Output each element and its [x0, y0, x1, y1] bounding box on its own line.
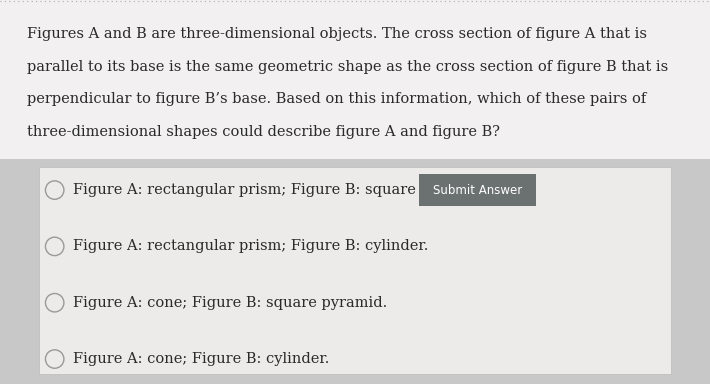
- Text: Figures A and B are three-dimensional objects. The cross section of figure A tha: Figures A and B are three-dimensional ob…: [27, 27, 647, 41]
- FancyBboxPatch shape: [419, 174, 536, 207]
- FancyBboxPatch shape: [39, 167, 671, 374]
- Text: Figure A: rectangular prism; Figure B: square pyramid.: Figure A: rectangular prism; Figure B: s…: [73, 183, 486, 197]
- Text: parallel to its base is the same geometric shape as the cross section of figure : parallel to its base is the same geometr…: [27, 60, 668, 73]
- Text: Submit Answer: Submit Answer: [433, 184, 522, 197]
- Text: three-dimensional shapes could describe figure A and figure B?: three-dimensional shapes could describe …: [27, 125, 500, 139]
- Text: Figure A: cone; Figure B: square pyramid.: Figure A: cone; Figure B: square pyramid…: [73, 296, 388, 310]
- Text: Figure A: rectangular prism; Figure B: cylinder.: Figure A: rectangular prism; Figure B: c…: [73, 239, 429, 253]
- Text: Figure A: cone; Figure B: cylinder.: Figure A: cone; Figure B: cylinder.: [73, 352, 329, 366]
- FancyBboxPatch shape: [0, 0, 710, 159]
- Text: perpendicular to figure B’s base. Based on this information, which of these pair: perpendicular to figure B’s base. Based …: [27, 92, 646, 106]
